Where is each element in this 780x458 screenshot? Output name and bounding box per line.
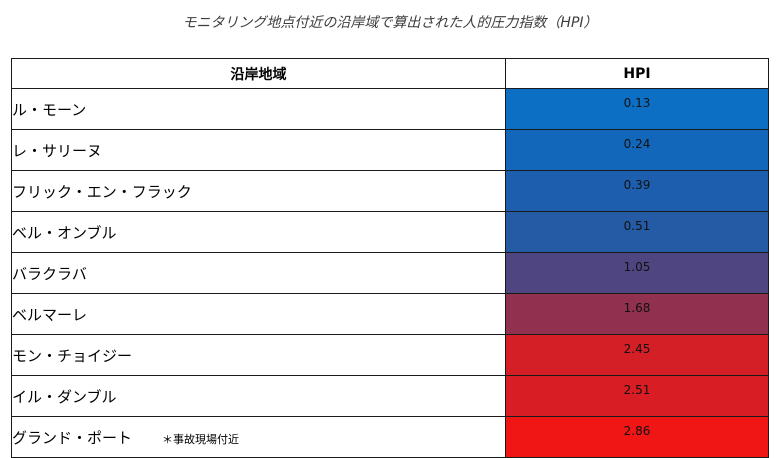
hpi-value: 2.51 — [505, 375, 769, 417]
table-caption: モニタリング地点付近の沿岸域で算出された人的圧力指数（HPI） — [182, 15, 598, 31]
area-name: モン・チョイジー — [11, 334, 506, 376]
area-name: グランド・ポート — [12, 428, 133, 447]
area-name: ル・モーン — [11, 88, 506, 130]
area-name: フリック・エン・フラック — [11, 170, 506, 212]
area-name: ベル・オンブル — [11, 211, 506, 253]
area-cell: グランド・ポート ＊事故現場付近 — [11, 416, 506, 458]
table-row: イル・ダンブル 2.51 — [11, 375, 769, 417]
hpi-value: 2.45 — [505, 334, 769, 376]
hpi-table: 沿岸地域 HPI ル・モーン 0.13 レ・サリーヌ 0.24 フリック・エン・… — [11, 58, 769, 458]
hpi-value: 0.24 — [505, 129, 769, 171]
header-area: 沿岸地域 — [11, 58, 506, 89]
table-row: バラクラバ 1.05 — [11, 252, 769, 294]
hpi-value: 0.39 — [505, 170, 769, 212]
area-name: イル・ダンブル — [11, 375, 506, 417]
table-row: フリック・エン・フラック 0.39 — [11, 170, 769, 212]
area-name: バラクラバ — [11, 252, 506, 294]
table-row: レ・サリーヌ 0.24 — [11, 129, 769, 171]
header-row: 沿岸地域 HPI — [11, 58, 769, 89]
area-name: レ・サリーヌ — [11, 129, 506, 171]
hpi-value: 1.68 — [505, 293, 769, 335]
table-row: ベルマーレ 1.68 — [11, 293, 769, 335]
hpi-value: 0.13 — [505, 88, 769, 130]
table-row: グランド・ポート ＊事故現場付近 2.86 — [11, 416, 769, 458]
table-row: ベル・オンブル 0.51 — [11, 211, 769, 253]
hpi-value: 1.05 — [505, 252, 769, 294]
incident-note: ＊事故現場付近 — [162, 432, 240, 446]
table-row: ル・モーン 0.13 — [11, 88, 769, 130]
header-hpi: HPI — [505, 58, 769, 89]
table-row: モン・チョイジー 2.45 — [11, 334, 769, 376]
hpi-value: 2.86 — [505, 416, 769, 458]
area-name: ベルマーレ — [11, 293, 506, 335]
hpi-value: 0.51 — [505, 211, 769, 253]
